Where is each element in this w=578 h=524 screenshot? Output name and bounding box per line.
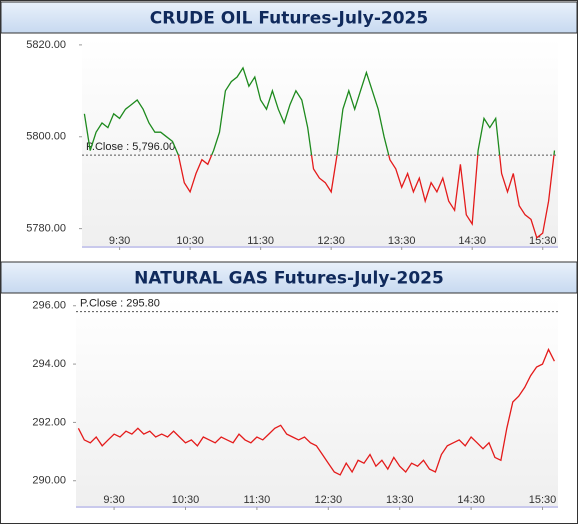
x-tick-label: 12:30 (317, 235, 345, 247)
plot-area (82, 38, 558, 247)
x-tick-label: 10:30 (172, 494, 200, 506)
prev-close-label: P.Close : 295.80 (80, 297, 160, 309)
x-tick-label: 11:30 (244, 494, 271, 506)
x-tick-label: 14:30 (457, 494, 485, 506)
x-tick-label: 15:30 (529, 235, 557, 247)
price-line (83, 66, 556, 156)
x-tick-label: 9:30 (103, 494, 124, 506)
header (0, 261, 578, 294)
y-tick-label: 5780.00 (26, 223, 66, 235)
y-tick-label: 5820.00 (26, 39, 66, 51)
x-tick-label: 11:30 (247, 235, 274, 247)
price-line (177, 155, 555, 239)
y-tick-label: 296.00 (32, 300, 66, 312)
x-tick-label: 12:30 (315, 494, 343, 506)
y-tick-label: 5800.00 (26, 131, 66, 143)
y-tick-label: 290.00 (32, 475, 66, 487)
x-tick-label: 10:30 (176, 235, 204, 247)
chart-title: NATURAL GAS Futures-July-2025 (134, 269, 444, 289)
y-tick-label: 292.00 (32, 416, 66, 428)
x-tick-label: 15:30 (529, 494, 557, 506)
x-tick-label: 13:30 (388, 235, 416, 247)
price-line (77, 347, 555, 476)
x-tick-label: 14:30 (458, 235, 486, 247)
header (0, 1, 578, 34)
x-tick-label: 9:30 (109, 235, 130, 247)
chart-title: CRUDE OIL Futures-July-2025 (150, 9, 428, 29)
y-tick-label: 294.00 (32, 358, 66, 370)
plot-area (76, 297, 558, 507)
x-tick-label: 13:30 (386, 494, 414, 506)
prev-close-label: P.Close : 5,796.00 (86, 141, 175, 153)
